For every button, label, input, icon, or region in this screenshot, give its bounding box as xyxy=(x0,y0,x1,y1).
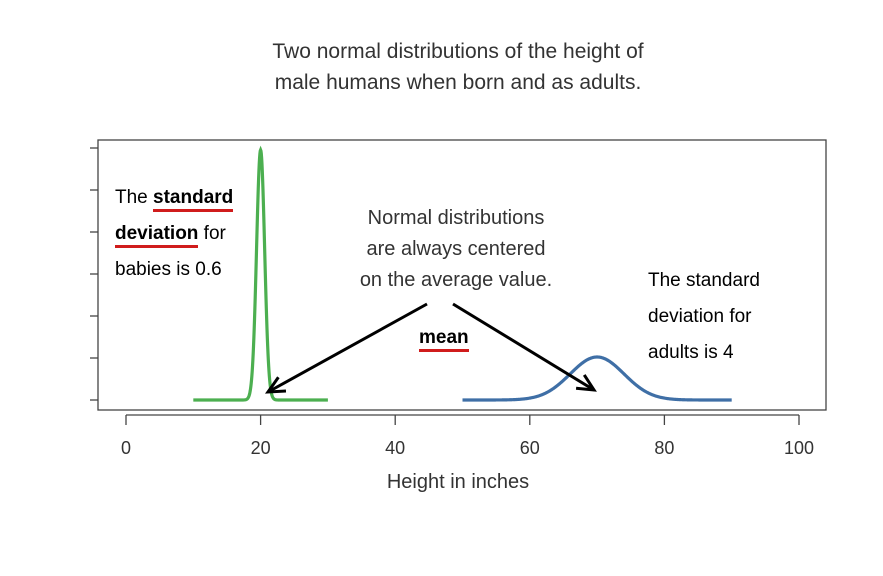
adults-annotation-line-1: The standard xyxy=(648,270,760,291)
center-note-line-2: are always centered xyxy=(366,238,546,260)
adults-sd-annotation: The standard deviation for adults is 4 xyxy=(648,263,760,371)
center-note: Normal distributions are always centered… xyxy=(340,203,572,296)
mean-label: mean xyxy=(419,320,469,356)
adults-distribution-curve xyxy=(462,355,732,402)
chart-title-line-1: Two normal distributions of the height o… xyxy=(272,40,644,63)
babies-annotation-for: for xyxy=(198,223,226,244)
arrow-to-adults-mean xyxy=(452,302,595,392)
x-axis-title: Height in inches xyxy=(387,471,529,493)
mean-term: mean xyxy=(419,327,469,352)
arrow-to-babies-mean xyxy=(267,302,428,394)
babies-annotation-the: The xyxy=(115,187,154,208)
center-note-line-1: Normal distributions xyxy=(367,207,545,229)
arrow-to-babies-mean-head xyxy=(264,376,287,394)
x-tick-label: 100 xyxy=(784,438,814,458)
plot-frame xyxy=(97,139,827,411)
x-tick-label: 80 xyxy=(654,438,674,458)
chart-title-line-2: male humans when born and as adults. xyxy=(274,71,642,94)
adults-annotation-line-3: adults is 4 xyxy=(648,342,734,363)
babies-annotation-line-2: deviation for xyxy=(115,216,233,252)
adults-annotation-line-2: deviation for xyxy=(648,306,752,327)
x-tick-label: 20 xyxy=(251,438,271,458)
x-tick-label: 0 xyxy=(121,438,131,458)
babies-annotation-line-3: babies is 0.6 xyxy=(115,259,222,280)
x-tick-label: 40 xyxy=(385,438,405,458)
center-note-line-3: on the average value. xyxy=(359,269,553,291)
babies-sd-annotation: The standard deviation for babies is 0.6 xyxy=(115,180,234,288)
standard-term: standard xyxy=(153,187,234,212)
deviation-term: deviation xyxy=(115,223,199,248)
babies-distribution-curve xyxy=(193,145,328,402)
babies-annotation-line-1: The standard xyxy=(115,180,234,216)
x-tick-label: 60 xyxy=(520,438,540,458)
arrow-to-adults-mean-head xyxy=(575,374,597,392)
